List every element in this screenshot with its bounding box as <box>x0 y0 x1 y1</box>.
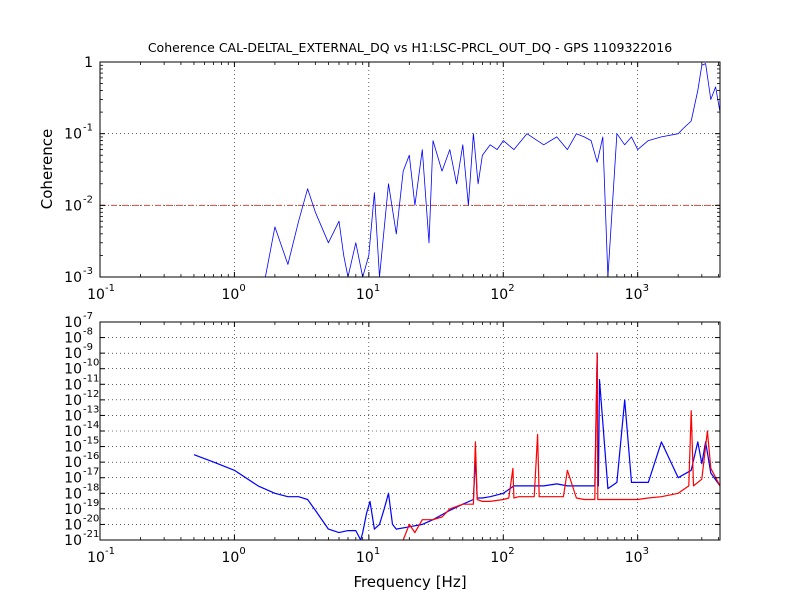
x-tick-label: 10 <box>625 550 643 566</box>
y-tick-exponent: -8 <box>83 327 93 338</box>
y-tick-label: 10 <box>64 346 82 362</box>
y-tick-label: 10 <box>64 455 82 471</box>
x-tick-exponent: 3 <box>643 546 649 557</box>
y-tick-exponent: -9 <box>83 342 93 353</box>
x-tick-label: 10 <box>490 287 508 303</box>
y-tick-exponent: -18 <box>83 482 99 493</box>
y-tick-label: 10 <box>64 486 82 502</box>
y-tick-label: 10 <box>64 533 82 549</box>
x-tick-exponent: 1 <box>374 283 380 294</box>
y-tick-exponent: -16 <box>83 451 99 462</box>
x-tick-exponent: 3 <box>643 283 649 294</box>
y-tick-label: 10 <box>64 502 82 518</box>
y-tick-label: 10 <box>64 362 82 378</box>
x-tick-label: 10 <box>87 550 105 566</box>
x-tick-exponent: 1 <box>374 546 380 557</box>
y-tick-exponent: -15 <box>83 436 99 447</box>
y-tick-exponent: -12 <box>83 389 99 400</box>
spectrum-xlabel: Frequency [Hz] <box>353 573 466 591</box>
y-tick-exponent: -17 <box>83 467 99 478</box>
spectrum-panel: Frequency [Hz] 10 -1 10 0 10 1 10 2 10 3 10-710-8… <box>64 311 721 591</box>
x-tick-label: 10 <box>625 287 643 303</box>
coherence-ylabel: Coherence <box>38 129 56 209</box>
x-tick-label: 10 <box>356 287 374 303</box>
coherence-x-ticks: 10 -1 10 0 10 1 10 2 10 3 <box>87 62 720 303</box>
y-tick-label: 10 <box>64 127 82 143</box>
spectrum-series-1-line <box>402 352 720 540</box>
coherence-title: Coherence CAL-DELTAL_EXTERNAL_DQ vs H1:L… <box>148 40 672 55</box>
x-tick-label: 10 <box>490 550 508 566</box>
y-tick-exponent: -21 <box>83 529 99 540</box>
y-tick-label: 1 <box>84 55 93 71</box>
x-tick-label: 10 <box>222 287 240 303</box>
y-tick-exponent: -1 <box>83 123 93 134</box>
y-tick-label: 10 <box>64 471 82 487</box>
coherence-plot-area <box>100 63 720 277</box>
x-tick-exponent: -1 <box>105 283 115 294</box>
coherence-axes-frame <box>99 61 721 278</box>
y-tick-exponent: -13 <box>83 404 99 415</box>
coherence-series-0-line <box>265 63 720 277</box>
y-tick-label: 10 <box>64 424 82 440</box>
y-tick-label: 10 <box>64 270 82 286</box>
x-tick-label: 10 <box>222 550 240 566</box>
spectrum-plot-area <box>193 352 720 540</box>
x-tick-exponent: 2 <box>508 546 514 557</box>
spectrum-grid <box>100 322 720 540</box>
y-tick-label: 10 <box>64 517 82 533</box>
x-tick-exponent: 0 <box>239 546 245 557</box>
y-tick-label: 10 <box>64 440 82 456</box>
x-tick-exponent: 0 <box>239 283 245 294</box>
y-tick-label: 10 <box>64 331 82 347</box>
y-tick-label: 10 <box>64 377 82 393</box>
x-tick-label: 10 <box>87 287 105 303</box>
y-tick-exponent: -10 <box>83 358 99 369</box>
x-tick-label: 10 <box>356 550 374 566</box>
y-tick-exponent: -14 <box>83 420 99 431</box>
y-tick-label: 10 <box>64 393 82 409</box>
coherence-panel: Coherence CAL-DELTAL_EXTERNAL_DQ vs H1:L… <box>38 40 721 303</box>
y-tick-exponent: -7 <box>83 311 93 322</box>
y-tick-exponent: -19 <box>83 498 99 509</box>
y-tick-exponent: -2 <box>83 194 93 205</box>
spectrum-x-ticks: 10 -1 10 0 10 1 10 2 10 3 <box>87 322 720 566</box>
coherence-y-ticks: 110-110-210-3 <box>64 55 720 286</box>
y-tick-label: 10 <box>64 408 82 424</box>
y-tick-exponent: -11 <box>83 373 99 384</box>
y-tick-label: 10 <box>64 315 82 331</box>
y-tick-exponent: -20 <box>83 513 99 524</box>
x-tick-exponent: -1 <box>105 546 115 557</box>
y-tick-label: 10 <box>64 198 82 214</box>
y-tick-exponent: -3 <box>83 266 93 277</box>
x-tick-exponent: 2 <box>508 283 514 294</box>
